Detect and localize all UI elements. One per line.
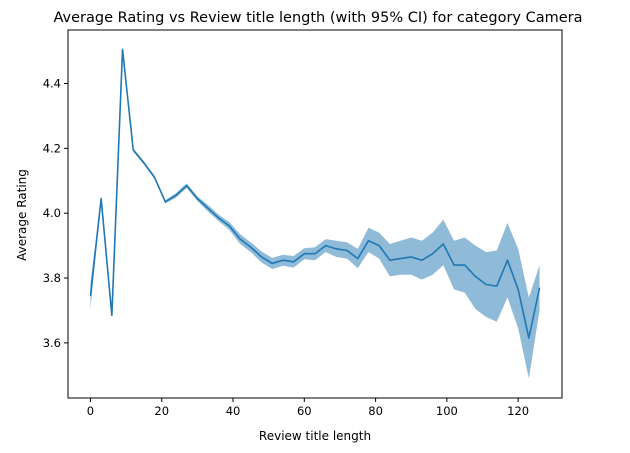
- y-tick-label: 4.4: [43, 76, 61, 90]
- data-point: [335, 248, 337, 250]
- data-point: [346, 249, 348, 251]
- y-tick-label: 4.0: [43, 206, 61, 220]
- data-point: [367, 240, 369, 242]
- x-axis-label: Review title length: [259, 429, 371, 443]
- y-tick-label: 3.6: [43, 336, 61, 350]
- series-line-0: [89, 48, 541, 339]
- data-point: [175, 194, 177, 196]
- data-point: [389, 259, 391, 261]
- data-point: [100, 197, 102, 199]
- x-tick-label: 120: [507, 404, 529, 418]
- x-tick-label: 60: [297, 404, 312, 418]
- data-point: [271, 262, 273, 264]
- data-point: [196, 197, 198, 199]
- data-point: [143, 162, 145, 164]
- plot-area: [89, 47, 541, 379]
- x-tick-label: 100: [436, 404, 458, 418]
- data-point: [357, 257, 359, 259]
- data-point: [250, 246, 252, 248]
- data-point: [260, 256, 262, 258]
- data-point: [89, 295, 91, 297]
- data-point: [111, 314, 113, 316]
- data-point: [453, 264, 455, 266]
- data-point: [121, 48, 123, 50]
- data-point: [164, 201, 166, 203]
- data-point: [207, 207, 209, 209]
- data-point: [324, 244, 326, 246]
- x-tick-label: 20: [154, 404, 169, 418]
- data-point: [517, 288, 519, 290]
- x-tick-label: 0: [87, 404, 94, 418]
- data-point: [538, 287, 540, 289]
- data-point: [292, 261, 294, 263]
- data-point: [506, 259, 508, 261]
- plot-frame: [67, 29, 563, 399]
- y-tick-label: 3.8: [43, 271, 61, 285]
- data-point: [153, 176, 155, 178]
- y-tick-label: 4.2: [43, 141, 61, 155]
- data-point: [431, 253, 433, 255]
- data-point: [282, 259, 284, 261]
- axes: 0 20 40 60 80 100 120 3.6 3.8 4.0 4.2 4.4: [43, 29, 563, 418]
- data-point: [528, 337, 530, 339]
- chart-title: Average Rating vs Review title length (w…: [53, 10, 582, 26]
- x-tick-label: 80: [368, 404, 383, 418]
- data-point: [421, 259, 423, 261]
- ci-band-series-0: [90, 47, 540, 379]
- data-point: [185, 184, 187, 186]
- data-point: [378, 244, 380, 246]
- data-point: [239, 238, 241, 240]
- data-point: [442, 243, 444, 245]
- data-point: [474, 275, 476, 277]
- x-tick-label: 40: [226, 404, 241, 418]
- data-point: [410, 256, 412, 258]
- data-point: [218, 217, 220, 219]
- data-point: [496, 285, 498, 287]
- data-point: [314, 253, 316, 255]
- data-point: [132, 149, 134, 151]
- data-point: [485, 283, 487, 285]
- data-point: [303, 253, 305, 255]
- y-axis-label: Average Rating: [15, 169, 29, 261]
- data-point: [228, 225, 230, 227]
- data-point: [399, 257, 401, 259]
- data-point: [464, 264, 466, 266]
